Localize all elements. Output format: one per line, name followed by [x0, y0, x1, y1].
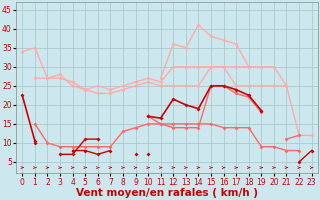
X-axis label: Vent moyen/en rafales ( km/h ): Vent moyen/en rafales ( km/h ) — [76, 188, 258, 198]
